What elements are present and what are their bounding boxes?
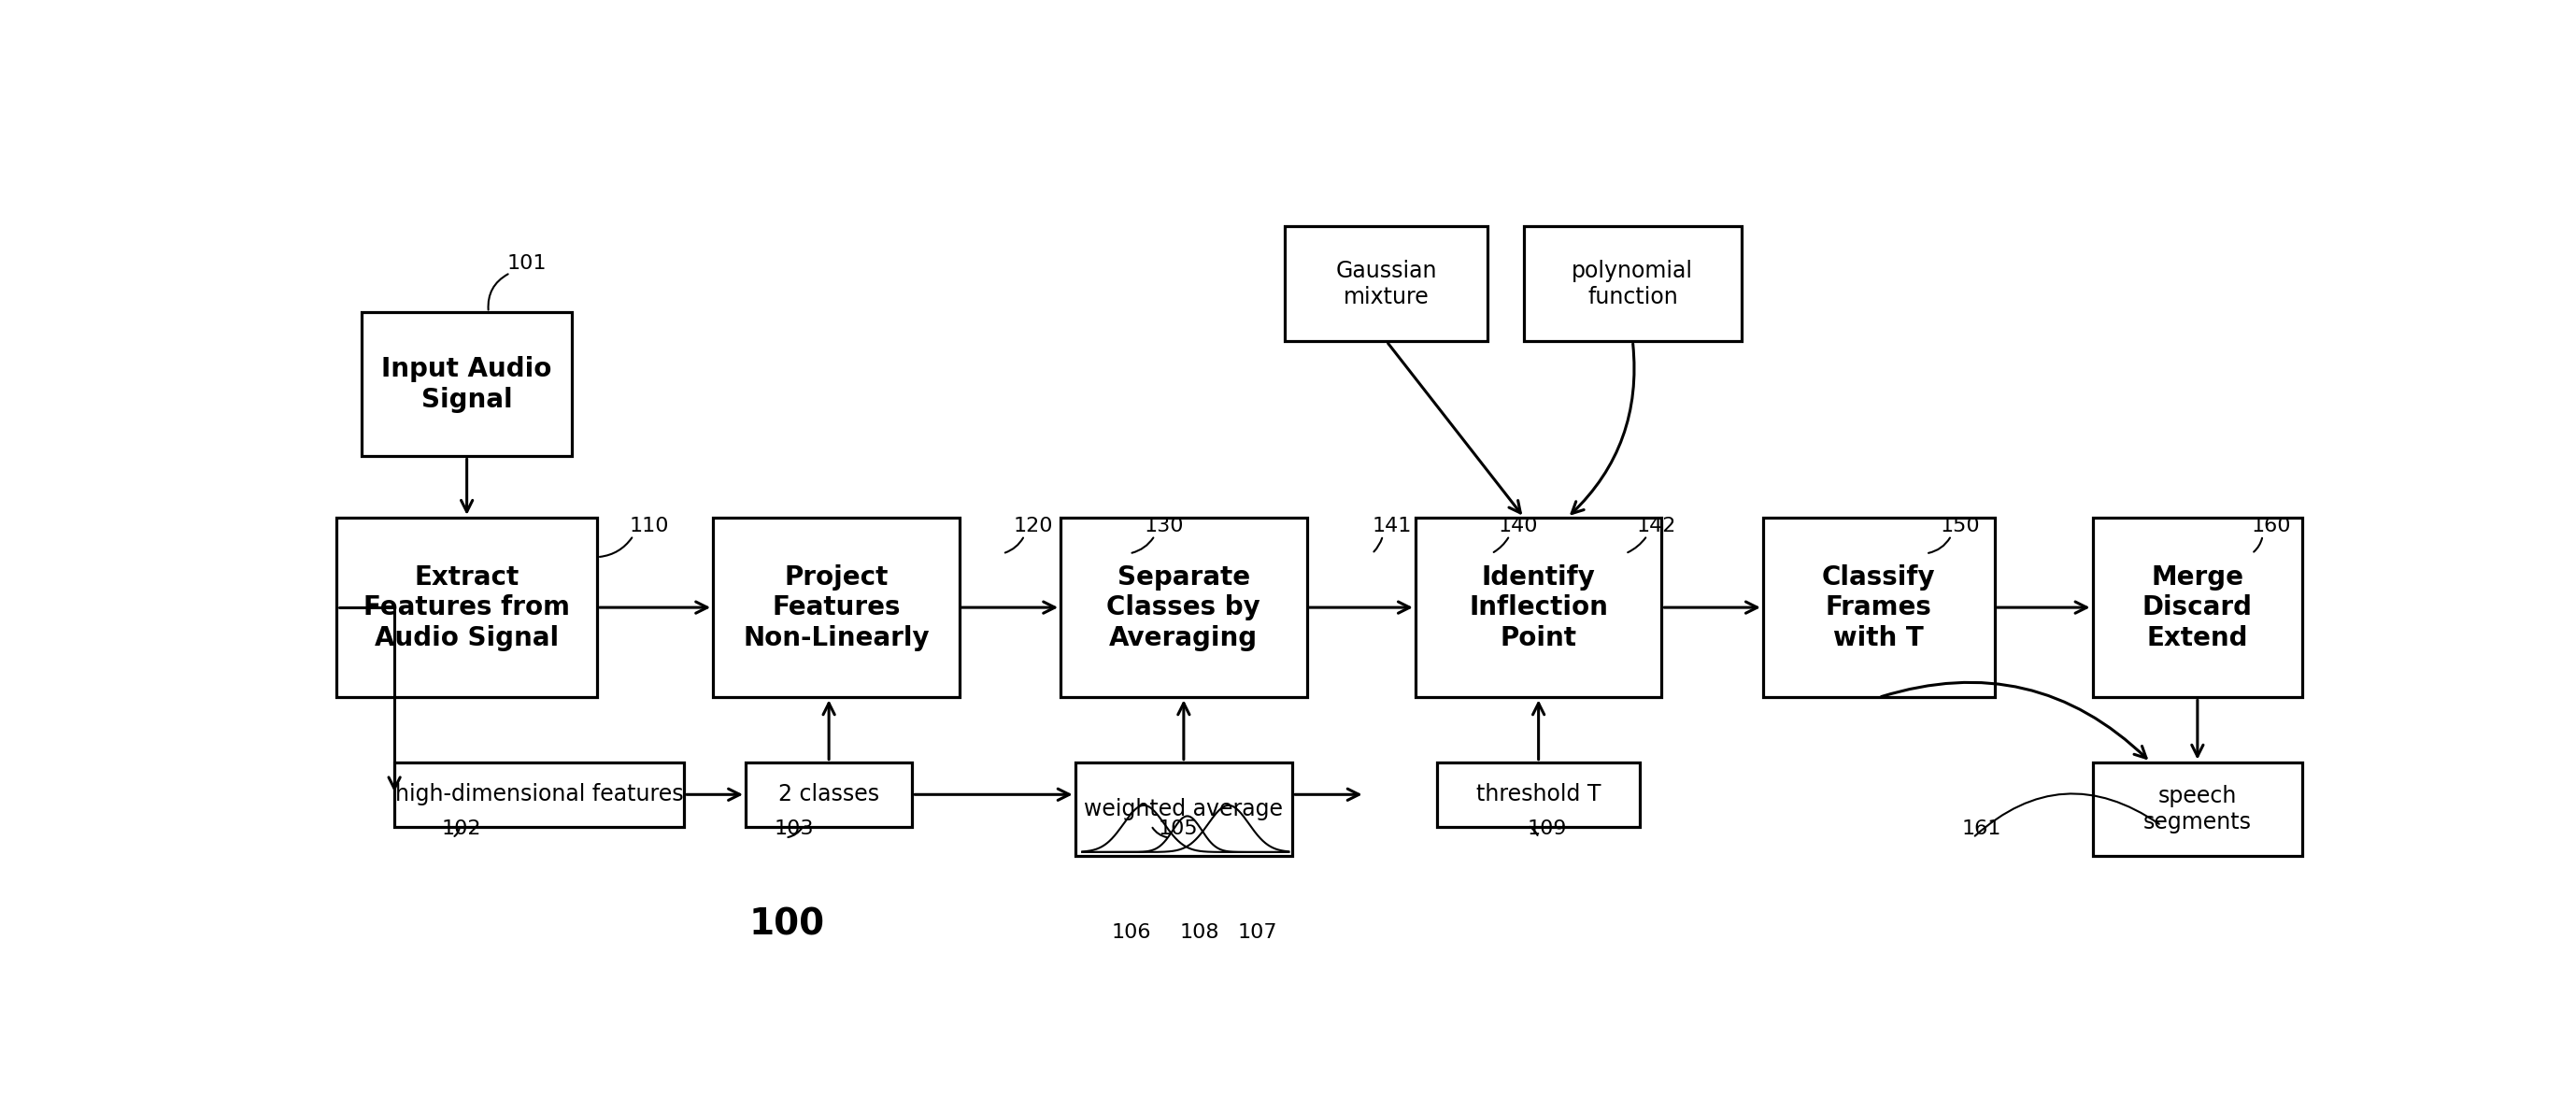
FancyBboxPatch shape [1285, 227, 1489, 341]
FancyBboxPatch shape [1074, 762, 1293, 855]
Text: Separate
Classes by
Averaging: Separate Classes by Averaging [1108, 564, 1260, 651]
FancyBboxPatch shape [2092, 518, 2303, 698]
Text: 161: 161 [1963, 819, 2002, 838]
Text: 120: 120 [1012, 517, 1054, 536]
Text: Classify
Frames
with T: Classify Frames with T [1821, 564, 1935, 651]
Text: Gaussian
mixture: Gaussian mixture [1337, 260, 1437, 308]
Text: 107: 107 [1239, 923, 1278, 942]
FancyBboxPatch shape [361, 312, 572, 457]
Text: polynomial
function: polynomial function [1571, 260, 1692, 308]
FancyBboxPatch shape [1762, 518, 1994, 698]
Text: 160: 160 [2251, 517, 2293, 536]
Text: 110: 110 [629, 517, 670, 536]
FancyBboxPatch shape [744, 762, 912, 827]
FancyBboxPatch shape [1437, 762, 1641, 827]
FancyBboxPatch shape [1414, 518, 1662, 698]
Text: 105: 105 [1159, 819, 1198, 838]
FancyBboxPatch shape [337, 518, 598, 698]
Text: 2 classes: 2 classes [778, 783, 878, 805]
Text: Project
Features
Non-Linearly: Project Features Non-Linearly [742, 564, 930, 651]
Text: 103: 103 [775, 819, 814, 838]
Text: Extract
Features from
Audio Signal: Extract Features from Audio Signal [363, 564, 569, 651]
Text: Merge
Discard
Extend: Merge Discard Extend [2143, 564, 2251, 651]
Text: threshold T: threshold T [1476, 783, 1600, 805]
FancyBboxPatch shape [1061, 518, 1306, 698]
Text: 150: 150 [1940, 517, 1981, 536]
Text: 100: 100 [750, 907, 824, 942]
Text: speech
segments: speech segments [2143, 784, 2251, 833]
Text: 101: 101 [507, 254, 546, 273]
Text: 106: 106 [1110, 923, 1151, 942]
Text: high-dimensional features: high-dimensional features [394, 783, 683, 805]
Text: Input Audio
Signal: Input Audio Signal [381, 357, 551, 412]
Text: weighted average: weighted average [1084, 798, 1283, 820]
FancyBboxPatch shape [2092, 762, 2303, 855]
Text: 141: 141 [1373, 517, 1412, 536]
FancyBboxPatch shape [1525, 227, 1741, 341]
Text: 142: 142 [1636, 517, 1677, 536]
Text: 109: 109 [1528, 819, 1566, 838]
FancyBboxPatch shape [714, 518, 958, 698]
Text: 108: 108 [1180, 923, 1221, 942]
Text: 130: 130 [1144, 517, 1182, 536]
Text: 102: 102 [440, 819, 482, 838]
FancyBboxPatch shape [394, 762, 685, 827]
Text: Identify
Inflection
Point: Identify Inflection Point [1468, 564, 1607, 651]
Text: 140: 140 [1499, 517, 1538, 536]
